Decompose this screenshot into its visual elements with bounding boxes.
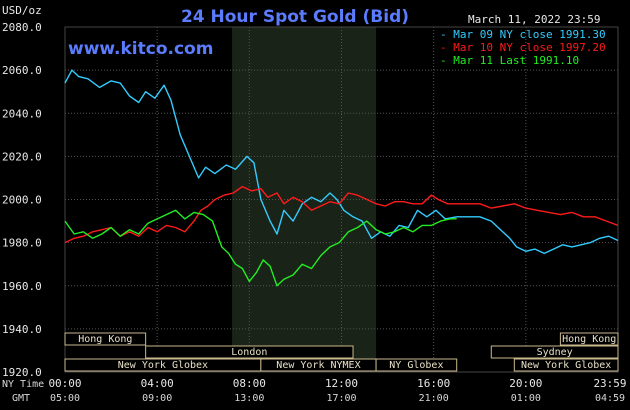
x-tick-label-ny: 04:00 [141, 377, 174, 390]
legend: - Mar 09 NY close 1991.30- Mar 10 NY clo… [440, 28, 606, 67]
plot-frame [64, 26, 619, 373]
market-session: NY Globex [375, 358, 458, 372]
y-tick-label: 1980.0 [2, 237, 42, 250]
y-tick-label: 1920.0 [2, 366, 42, 379]
x-tick-label-gmt: 01:00 [511, 393, 541, 404]
market-session: Sydney [490, 345, 619, 359]
x-tick-label-ny: 16:00 [417, 377, 450, 390]
y-tick-label: 2000.0 [2, 194, 42, 207]
x-tick-label-ny: 20:00 [509, 377, 542, 390]
market-session-box [490, 345, 619, 359]
x-row-label-ny: NY Time [2, 379, 44, 390]
y-tick-label: 2020.0 [2, 150, 42, 163]
x-tick-label-ny: 00:00 [48, 377, 81, 390]
y-unit-label: USD/oz [2, 4, 42, 17]
series-line-mar09 [64, 69, 619, 255]
market-session: New York Globex [64, 358, 262, 372]
market-session: London [145, 345, 354, 359]
market-session-box [64, 332, 147, 346]
market-session: Hong Kong [559, 332, 619, 346]
chart-title: 24 Hour Spot Gold (Bid) [181, 7, 409, 27]
legend-entry-mar09: - Mar 09 NY close 1991.30 [440, 28, 606, 41]
legend-entry-mar10: - Mar 10 NY close 1997.20 [440, 41, 606, 54]
market-session-label: NY Globex [389, 360, 443, 371]
x-tick-label-gmt: 13:00 [234, 393, 264, 404]
market-session: New York NYMEX [260, 358, 377, 372]
x-tick-label-gmt: 04:59 [595, 393, 625, 404]
market-session-label: London [231, 347, 267, 358]
x-row-label-gmt: GMT [12, 393, 30, 404]
x-tick-label-ny: 23:59 [593, 377, 626, 390]
series-line-mar11 [64, 209, 457, 287]
session-shade [232, 27, 377, 372]
market-session-label: New York Globex [521, 360, 611, 371]
market-session-box [145, 345, 354, 359]
market-session-box [375, 358, 458, 372]
chart-date: March 11, 2022 23:59 [468, 13, 600, 26]
y-tick-label: 2080.0 [2, 21, 42, 34]
y-tick-label: 2040.0 [2, 107, 42, 120]
market-session: New York Globex [513, 358, 619, 372]
market-session-box [513, 358, 619, 372]
x-tick-label-gmt: 09:00 [142, 393, 172, 404]
x-tick-label-gmt: 05:00 [50, 393, 80, 404]
market-session-label: New York NYMEX [276, 360, 360, 371]
x-tick-label-ny: 12:00 [325, 377, 358, 390]
legend-entry-mar11: - Mar 11 Last 1991.10 [440, 54, 579, 67]
market-session: Hong Kong [64, 332, 147, 346]
x-tick-label-gmt: 21:00 [419, 393, 449, 404]
y-tick-label: 1940.0 [2, 323, 42, 336]
site-watermark: www.kitco.com [68, 39, 213, 59]
market-session-label: Sydney [537, 347, 573, 358]
market-session-box [559, 332, 619, 346]
y-tick-label: 1960.0 [2, 280, 42, 293]
market-session-label: New York Globex [118, 360, 208, 371]
x-tick-label-gmt: 17:00 [326, 393, 356, 404]
series-line-mar10 [64, 185, 619, 244]
market-session-label: Hong Kong [562, 334, 616, 345]
market-session-label: Hong Kong [78, 334, 132, 345]
y-tick-label: 2060.0 [2, 64, 42, 77]
x-tick-label-ny: 08:00 [233, 377, 266, 390]
